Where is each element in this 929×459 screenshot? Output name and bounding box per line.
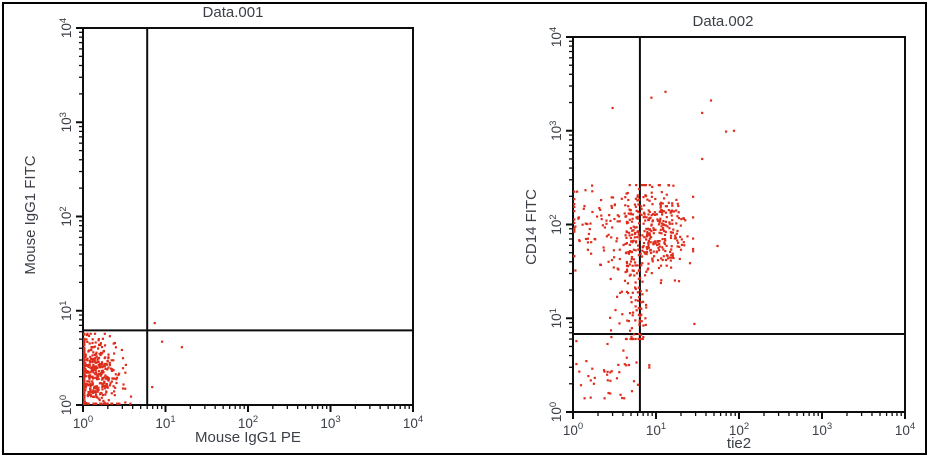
plot1-title: Data.001	[202, 4, 264, 21]
plot-border	[572, 36, 906, 413]
y-tick-label: 102	[58, 206, 74, 226]
y-tick-label: 103	[58, 112, 74, 132]
y-tick-label: 100	[58, 395, 74, 415]
scatter-points	[83, 322, 183, 405]
y-tick-label: 102	[548, 214, 564, 234]
axis-ticks	[566, 36, 906, 419]
plot1-y-axis-label: Mouse IgG1 FITC	[22, 155, 39, 275]
axis-ticks	[76, 27, 414, 412]
y-tick-label: 100	[548, 402, 564, 422]
y-tick-label: 101	[548, 308, 564, 328]
y-tick-label: 101	[58, 301, 74, 321]
plot2-x-axis-label: tie2	[726, 435, 752, 452]
plot2-y-axis-label: CD14 FITC	[523, 189, 540, 265]
plot-border	[82, 27, 414, 406]
scatter-points	[573, 90, 736, 400]
y-tick-label: 103	[548, 121, 564, 141]
plot1-x-axis-label: Mouse IgG1 PE	[195, 429, 301, 446]
plot2-title: Data.002	[692, 13, 754, 30]
